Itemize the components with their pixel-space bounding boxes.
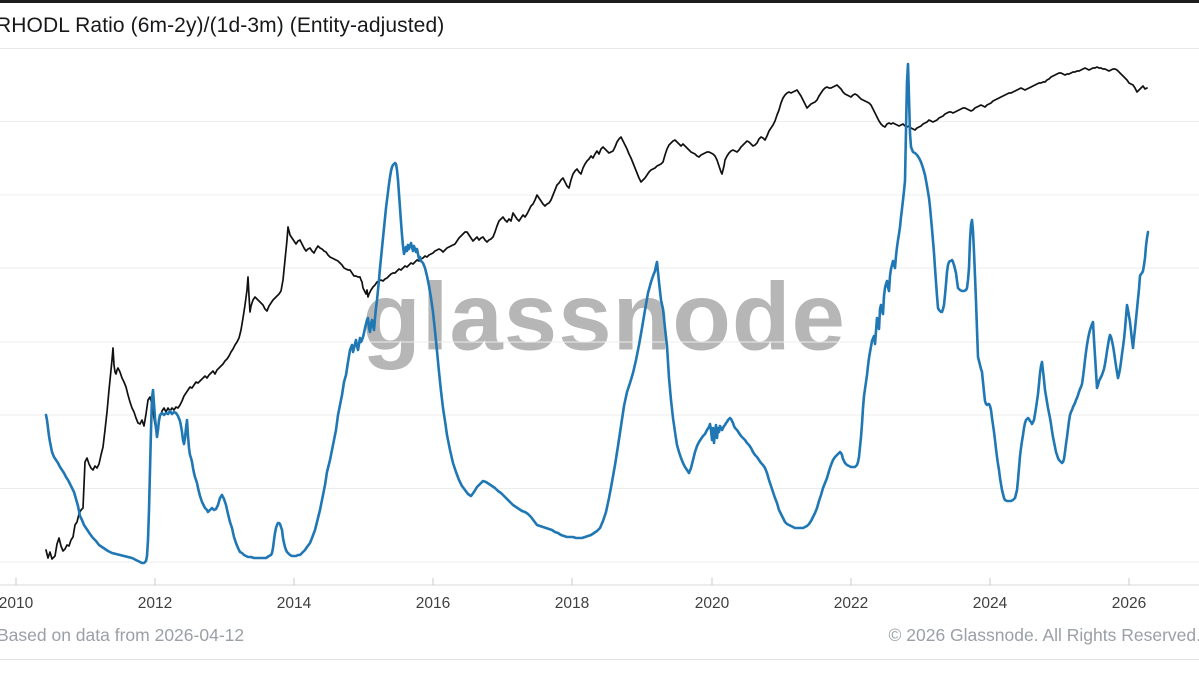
page-title: RHODL Ratio (6m-2y)/(1d-3m) (Entity-adju…	[0, 13, 445, 37]
x-axis-label: 2018	[555, 595, 589, 612]
title-divider	[0, 48, 1199, 49]
x-axis-label: 2016	[416, 595, 450, 612]
x-axis-label: 2020	[695, 595, 730, 612]
x-axis-label: 2026	[1112, 595, 1146, 612]
top-border	[0, 0, 1199, 3]
x-axis-label: 2012	[138, 595, 172, 612]
glassnode-watermark: glassnode	[362, 263, 846, 371]
black-series-line	[45, 66, 1148, 560]
x-axis-label: 2024	[973, 595, 1008, 612]
copyright-note: © 2026 Glassnode. All Rights Reserved.	[888, 624, 1199, 645]
chart-header: RHODL Ratio (6m-2y)/(1d-3m) (Entity-adju…	[0, 3, 1199, 48]
x-axis-label: 2014	[277, 595, 312, 612]
data-source-note: Based on data from 2026-04-12	[0, 624, 245, 645]
footer-divider	[0, 659, 1199, 660]
blue-series-line	[44, 62, 1150, 565]
x-axis-label: 2022	[834, 595, 868, 612]
x-axis-label: 2010	[0, 595, 34, 612]
